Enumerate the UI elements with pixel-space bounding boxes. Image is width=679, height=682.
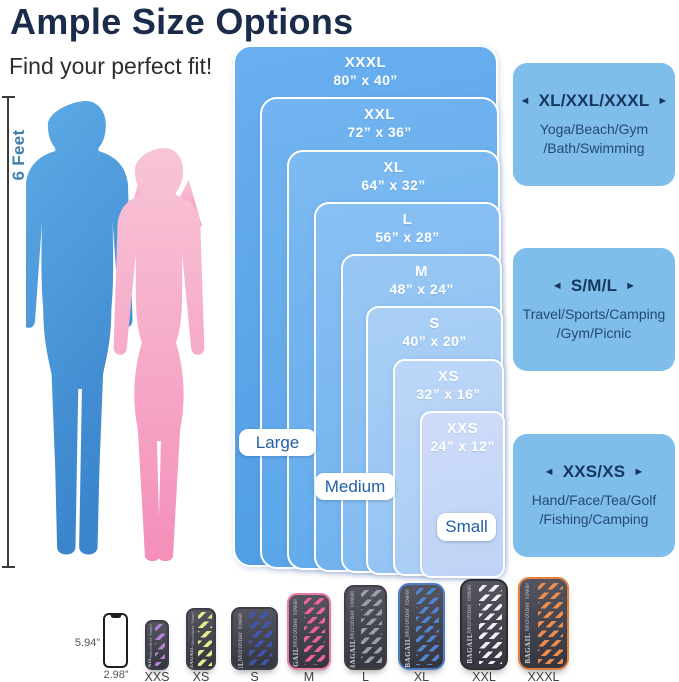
- info-card-xxs-xs: ◄ XXS/XS ► Hand/Face/Tea/Golf /Fishing/C…: [513, 434, 675, 557]
- towel-stripe-pattern: [197, 612, 212, 666]
- info-card-xl-xxl-xxxl: ◄ XL/XXL/XXXL ► Yoga/Beach/Gym /Bath/Swi…: [513, 63, 675, 186]
- towel-size-label: M: [303, 670, 315, 682]
- info-card-title: ◄ XXS/XS ►: [544, 462, 645, 482]
- brand-logo: BAGAIL: [292, 646, 301, 668]
- towel-label-strip: Microfiber Towel BAGAIL: [462, 581, 478, 668]
- product-type-text: Microfiber Towel: [190, 612, 196, 646]
- group-label-large: Large: [239, 429, 316, 456]
- towel-stripe-pattern: [249, 612, 273, 665]
- towel-stripe-pattern: [304, 598, 326, 665]
- towel-size-label: L: [362, 670, 369, 682]
- size-box-label: M 48” x 24”: [389, 263, 454, 297]
- brand-logo: BAGAIL: [403, 636, 412, 668]
- towel-m: Microfiber Towel BAGAIL: [287, 593, 331, 670]
- towel-size-label: XXL: [472, 670, 496, 682]
- brand-logo: BAGAIL: [349, 638, 358, 668]
- towel-label-strip: Microfiber Towel BAGAIL: [346, 587, 360, 669]
- info-card-title: ◄ S/M/L ►: [552, 276, 637, 296]
- product-type-text: Microfiber Towel: [237, 612, 244, 661]
- phone-outline: [103, 613, 128, 668]
- size-box-label: XXS 24” x 12”: [430, 420, 495, 454]
- phone-width-label: 2.98”: [103, 669, 129, 681]
- info-card-s-m-l: ◄ S/M/L ► Travel/Sports/Camping /Gym/Pic…: [513, 248, 675, 371]
- left-arrow-icon: ◄: [543, 465, 555, 478]
- towel-stripe-pattern: [478, 584, 503, 665]
- towel-stripe-pattern: [537, 582, 563, 665]
- towel-xxxl: Microfiber Towel BAGAIL: [518, 577, 569, 670]
- male-silhouette: [26, 101, 133, 555]
- towel-s: Microfiber Towel BAGAIL: [231, 607, 278, 670]
- phone-height-label: 5.94”: [74, 637, 100, 649]
- product-type-text: Microfiber Towel: [466, 584, 473, 633]
- brand-logo: BAGAIL: [465, 633, 474, 665]
- product-type-text: Microfiber Towel: [525, 583, 532, 632]
- info-card-uses: Yoga/Beach/Gym /Bath/Swimming: [539, 121, 649, 156]
- group-label-medium: Medium: [315, 473, 395, 500]
- ruler-bottom-cap: [2, 566, 15, 568]
- towel-label-strip: Microfiber Towel BAGAIL: [233, 609, 248, 668]
- brand-logo: BAGAIL: [524, 633, 533, 664]
- height-ruler: 6 Feet: [2, 95, 42, 573]
- towel-size-label: S: [250, 670, 259, 682]
- size-box-label: XXXL 80” x 40”: [333, 54, 398, 88]
- product-type-text: Microfiber Towel: [293, 598, 300, 647]
- right-arrow-icon: ►: [625, 279, 637, 292]
- size-box-xxs: XXS 24” x 12”: [420, 411, 505, 578]
- brand-logo: BAGAIL: [190, 645, 196, 668]
- towel-size-label: XL: [413, 670, 430, 682]
- left-arrow-icon: ◄: [551, 279, 563, 292]
- right-arrow-icon: ►: [657, 94, 669, 107]
- size-box-label: S 40” x 20”: [402, 315, 467, 349]
- size-box-label: L 56” x 28”: [375, 211, 440, 245]
- towel-label-strip: Microfiber Towel BAGAIL: [289, 595, 303, 668]
- towel-xxs: Microfiber Towel BAGAIL: [145, 620, 169, 670]
- towel-size-label: XXXL: [527, 670, 560, 682]
- ruler-line: [7, 97, 9, 567]
- info-card-uses: Hand/Face/Tea/Golf /Fishing/Camping: [531, 492, 657, 527]
- product-type-text: Microfiber Towel: [404, 588, 411, 637]
- group-label-small: Small: [437, 513, 496, 541]
- left-arrow-icon: ◄: [519, 94, 531, 107]
- towel-size-label: XXS: [144, 670, 170, 682]
- towel-label-strip: Microfiber Towel BAGAIL: [188, 610, 197, 668]
- info-card-sizes: XL/XXL/XXXL: [538, 91, 650, 111]
- towel-label-strip: Microfiber Towel BAGAIL: [400, 585, 415, 668]
- brand-logo: BAGAIL: [148, 657, 153, 668]
- info-card-uses: Travel/Sports/Camping /Gym/Picnic: [522, 306, 666, 341]
- product-type-text: Microfiber Towel: [148, 623, 154, 658]
- towel-label-strip: Microfiber Towel BAGAIL: [520, 579, 537, 668]
- phone-notch: [110, 614, 121, 618]
- towel-xxl: Microfiber Towel BAGAIL: [460, 579, 508, 670]
- right-arrow-icon: ►: [633, 465, 645, 478]
- towel-stripe-pattern: [360, 590, 382, 665]
- size-box-label: XS 32” x 16”: [416, 368, 481, 402]
- info-card-sizes: XXS/XS: [562, 462, 626, 482]
- towel-stripe-pattern: [416, 588, 440, 665]
- size-box-label: XXL 72” x 36”: [347, 106, 412, 140]
- size-box-label: XL 64” x 32”: [361, 159, 426, 193]
- info-card-sizes: S/M/L: [570, 276, 618, 296]
- page-subtitle: Find your perfect fit!: [9, 53, 213, 79]
- product-type-text: Microfiber Towel: [350, 590, 357, 639]
- towel-label-strip: Microfiber Towel BAGAIL: [147, 622, 154, 668]
- towel-xs: Microfiber Towel BAGAIL: [186, 608, 216, 670]
- towel-xl: Microfiber Towel BAGAIL: [398, 583, 445, 670]
- female-silhouette: [113, 147, 205, 562]
- towel-l: Microfiber Towel BAGAIL: [344, 585, 387, 670]
- brand-logo: BAGAIL: [237, 661, 245, 668]
- info-card-title: ◄ XL/XXL/XXXL ►: [519, 91, 668, 111]
- towel-stripe-pattern: [154, 623, 166, 667]
- page-title: Ample Size Options: [10, 1, 354, 42]
- towel-size-label: XS: [192, 670, 210, 682]
